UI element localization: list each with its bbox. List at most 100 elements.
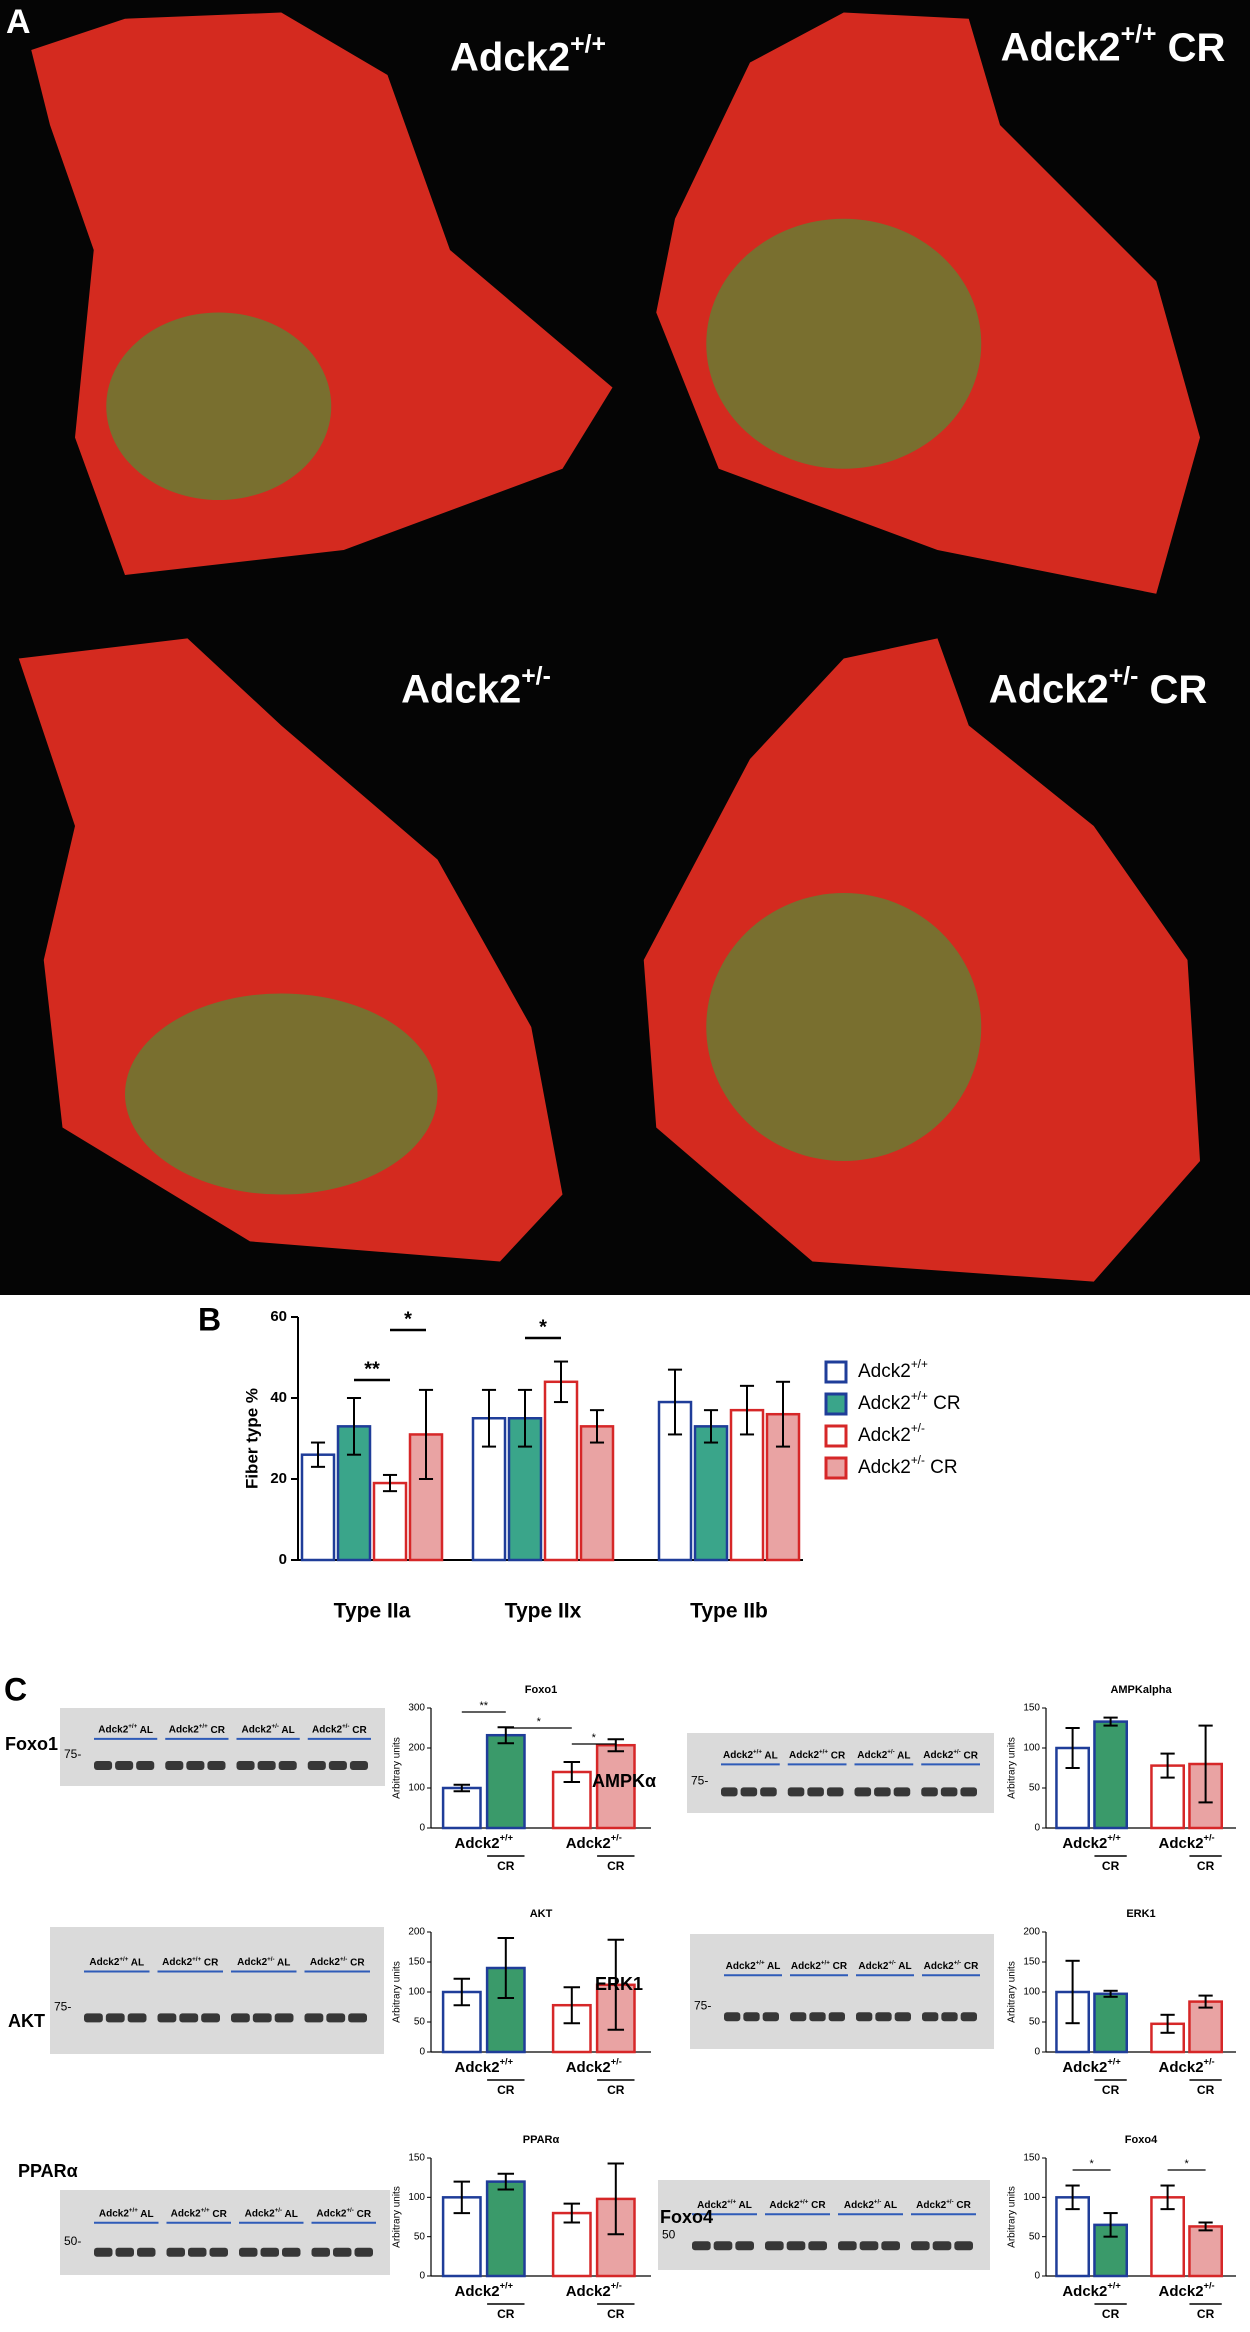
chart-title: AMPKalpha bbox=[1110, 1684, 1172, 1696]
protein-band bbox=[940, 1787, 958, 1797]
bar bbox=[551, 2211, 592, 2278]
mw-marker: 75- bbox=[694, 1998, 711, 2012]
protein-band bbox=[765, 2241, 784, 2251]
oxidative-fibers bbox=[125, 993, 438, 1195]
protein-band bbox=[713, 2241, 733, 2251]
bar bbox=[372, 1481, 408, 1562]
lane-label: Adck2+/+ CR bbox=[169, 1723, 226, 1736]
protein-label: ERK1 bbox=[595, 1974, 643, 1994]
group-label: Adck2+/+ bbox=[1062, 2057, 1121, 2076]
mw-marker: 50 bbox=[662, 2227, 676, 2241]
protein-band bbox=[94, 1761, 113, 1771]
lane-label: Adck2+/- CR bbox=[316, 2207, 371, 2220]
protein-band bbox=[84, 2013, 103, 2023]
y-axis-label: Arbitrary units bbox=[1007, 2186, 1018, 2248]
mw-marker: 50- bbox=[64, 2234, 81, 2248]
lane-label: Adck2+/+ AL bbox=[89, 1955, 144, 1968]
protein-band bbox=[932, 2241, 952, 2251]
protein-band bbox=[786, 2241, 806, 2251]
x-tick-label: Type IIb bbox=[690, 1600, 768, 1623]
y-tick-label: 200 bbox=[408, 1743, 425, 1754]
chart-title: Foxo4 bbox=[1125, 2134, 1158, 2146]
group-label: Adck2+/+ bbox=[455, 1833, 514, 1852]
cr-label: CR bbox=[607, 2307, 625, 2321]
image-label: Adck2+/- CR bbox=[989, 662, 1208, 711]
protein-band bbox=[165, 1761, 184, 1771]
y-tick-label: 150 bbox=[1023, 1957, 1040, 1968]
protein-band bbox=[807, 1787, 824, 1797]
group-label: Adck2+/- bbox=[1159, 2057, 1215, 2076]
legend-swatch bbox=[824, 1360, 848, 1384]
protein-band bbox=[808, 2241, 827, 2251]
protein-band bbox=[881, 2241, 900, 2251]
cr-label: CR bbox=[1197, 2307, 1215, 2321]
protein-band bbox=[838, 2241, 857, 2251]
protein-band bbox=[201, 2013, 220, 2023]
bar bbox=[485, 2180, 526, 2278]
lane-label: Adck2+/- CR bbox=[310, 1955, 365, 1968]
y-tick-label: 300 bbox=[408, 1703, 425, 1714]
group-label: Adck2+/- bbox=[1159, 2281, 1215, 2300]
protein-band bbox=[207, 1761, 226, 1771]
y-tick-label: 100 bbox=[1023, 1987, 1040, 1998]
protein-band bbox=[115, 1761, 134, 1771]
protein-band bbox=[854, 1787, 872, 1797]
legend-label: Adck2+/- bbox=[858, 1422, 925, 1446]
y-tick-label: 60 bbox=[270, 1308, 287, 1325]
protein-band bbox=[348, 2013, 367, 2023]
y-tick-label: 0 bbox=[1034, 2271, 1040, 2282]
chart-title: PPARα bbox=[523, 2134, 560, 2146]
protein-band bbox=[724, 2012, 741, 2022]
protein-label: Foxo4 bbox=[660, 2207, 713, 2227]
legend-label: Adck2+/+ CR bbox=[858, 1390, 961, 1414]
protein-band bbox=[260, 2247, 279, 2257]
lane-label: Adck2+/- CR bbox=[312, 1723, 367, 1736]
protein-band bbox=[894, 2012, 911, 2022]
lane-label: Adck2+/+ AL bbox=[98, 1723, 153, 1736]
lane-label: Adck2+/- AL bbox=[242, 1723, 295, 1736]
protein-band bbox=[874, 1787, 891, 1797]
lane-label: Adck2+/- AL bbox=[858, 1959, 911, 1972]
x-tick-label: Type IIa bbox=[334, 1600, 411, 1623]
protein-band bbox=[911, 2241, 930, 2251]
y-tick-label: 150 bbox=[1023, 2153, 1040, 2164]
protein-band bbox=[790, 2012, 807, 2022]
y-tick-label: 50 bbox=[1029, 2231, 1041, 2242]
y-tick-label: 0 bbox=[1034, 1823, 1040, 1834]
y-tick-label: 50 bbox=[1029, 1783, 1041, 1794]
lane-label: Adck2+/+ CR bbox=[769, 2198, 826, 2211]
y-tick-label: 100 bbox=[1023, 2192, 1040, 2203]
significance-label: ** bbox=[364, 1358, 380, 1380]
image-label: Adck2+/+ bbox=[450, 30, 606, 79]
protein-band bbox=[278, 1761, 297, 1771]
significance-label: * bbox=[404, 1308, 412, 1330]
significance-label: * bbox=[1184, 2158, 1189, 2170]
protein-band bbox=[304, 2013, 324, 2023]
protein-band bbox=[231, 2013, 250, 2023]
y-axis-label: Arbitrary units bbox=[392, 2186, 403, 2248]
mw-marker: 75- bbox=[691, 1774, 708, 1788]
oxidative-fibers bbox=[706, 218, 982, 469]
y-tick-label: 100 bbox=[1023, 1743, 1040, 1754]
protein-band bbox=[252, 2013, 272, 2023]
bar bbox=[1093, 1992, 1128, 2054]
mw-marker: 75- bbox=[64, 1747, 81, 1761]
protein-band bbox=[735, 2241, 754, 2251]
protein-band bbox=[921, 1787, 938, 1797]
protein-band bbox=[743, 2012, 760, 2022]
protein-band bbox=[136, 1761, 155, 1771]
protein-band bbox=[740, 1787, 758, 1797]
protein-band bbox=[209, 2247, 228, 2257]
y-tick-label: 50 bbox=[1029, 2017, 1041, 2028]
lane-label: Adck2+/+ AL bbox=[723, 1748, 778, 1761]
lane-label: Adck2+/- AL bbox=[844, 2198, 897, 2211]
legend-swatch bbox=[824, 1424, 848, 1448]
blot-image bbox=[687, 1733, 994, 1813]
bar bbox=[1055, 2196, 1090, 2278]
protein-band bbox=[311, 2247, 330, 2257]
bar bbox=[551, 1770, 592, 1830]
protein-band bbox=[166, 2247, 185, 2257]
cr-label: CR bbox=[1102, 1859, 1120, 1873]
protein-band bbox=[692, 2241, 711, 2251]
bar bbox=[579, 1425, 615, 1562]
